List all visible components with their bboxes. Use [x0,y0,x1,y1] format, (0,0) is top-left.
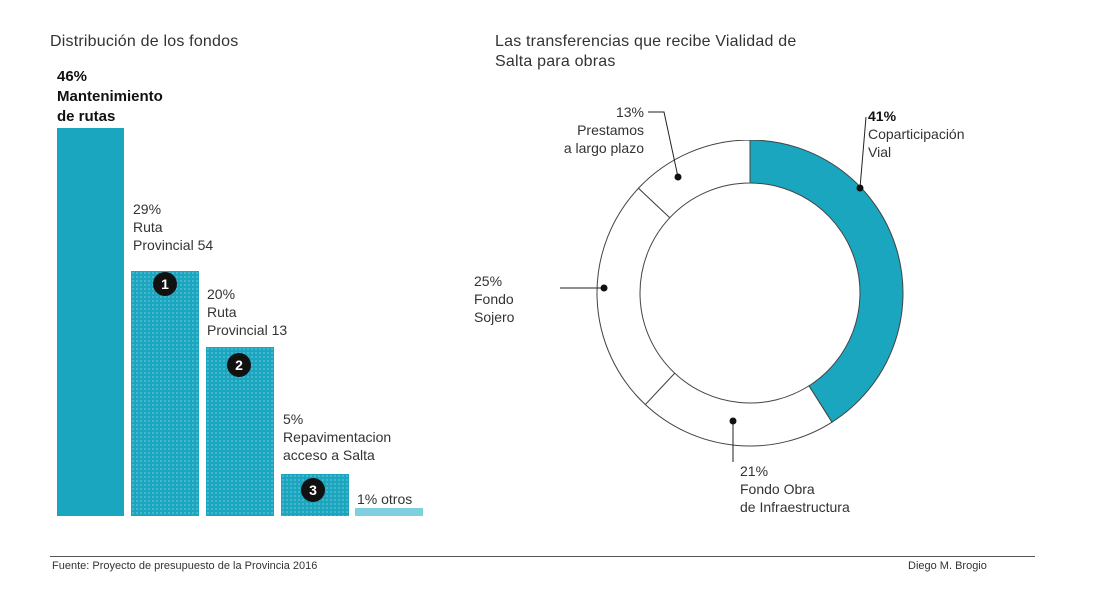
donut-line1-3: Prestamos [577,122,644,138]
footer-source: Fuente: Proyecto de presupuesto de la Pr… [52,560,318,572]
donut-line2-1: de Infraestructura [740,499,850,515]
bar-line1-1: Ruta [133,219,163,235]
bar-pct-3: 5% [283,411,304,427]
bar-label-3: 5% Repavimentacion acceso a Salta [283,410,391,464]
donut-line2-3: a largo plazo [563,140,644,156]
bar-1 [131,271,199,516]
bar-line2-0: de rutas [57,108,116,125]
bar-pct-4: 1% otros [357,491,413,507]
donut-label-2: 25% Fondo Sojero [474,272,514,326]
leader-dot-1 [729,417,737,425]
donut-pct-1: 21% [740,463,769,479]
leader-dot-3 [674,173,682,181]
donut-line2-2: Sojero [474,309,515,325]
bar-line1-2: Ruta [207,304,237,320]
bar-line2-2: Provincial 13 [207,322,288,338]
footer-author: Diego M. Brogio [908,560,987,572]
leader-line-3 [648,111,679,178]
bar-chart-title: Distribución de los fondos [50,33,239,50]
badge-1: 1 [153,272,177,296]
bar-line1-0: Mantenimiento [57,88,163,105]
donut-label-3: 13% Prestamos a largo plazo [524,103,644,157]
bar-line2-1: Provincial 54 [133,237,214,253]
donut-title-line2: Salta para obras [495,53,616,70]
badge-3: 3 [301,478,325,502]
footer-divider [50,556,1035,557]
bar-label-1: 29% Ruta Provincial 54 [133,200,213,254]
bar-pct-0: 46% [57,68,88,85]
donut-pct-0: 41% [868,108,897,124]
donut-label-1: 21% Fondo Obra de Infraestructura [740,462,850,516]
donut-line2-0: Vial [868,144,892,160]
bar-label-0: 46% Mantenimiento de rutas [57,67,163,127]
donut-title-line1: Las transferencias que recibe Vialidad d… [495,33,797,50]
bar-line2-3: acceso a Salta [283,447,375,463]
donut-label-0: 41% Coparticipación Vial [868,107,965,161]
badge-2: 2 [227,353,251,377]
bar-label-2: 20% Ruta Provincial 13 [207,285,287,339]
bar-4 [355,507,423,516]
leader-line-0 [859,116,867,189]
bar-line1-3: Repavimentacion [283,429,392,445]
donut-chart [596,140,904,447]
donut-segment-3 [637,140,751,219]
leader-dot-0 [856,184,864,192]
bar-0 [57,128,124,516]
bar-label-4: 1% otros [357,490,412,508]
bar-pct-2: 20% [207,286,236,302]
donut-line1-1: Fondo Obra [740,481,815,497]
donut-line1-0: Coparticipación [868,126,965,142]
leader-dot-2 [600,284,608,292]
bar-pct-1: 29% [133,201,162,217]
donut-line1-2: Fondo [474,291,514,307]
donut-pct-3: 13% [615,104,644,120]
donut-pct-2: 25% [474,273,503,289]
donut-chart-title: Las transferencias que recibe Vialidad d… [495,32,796,72]
